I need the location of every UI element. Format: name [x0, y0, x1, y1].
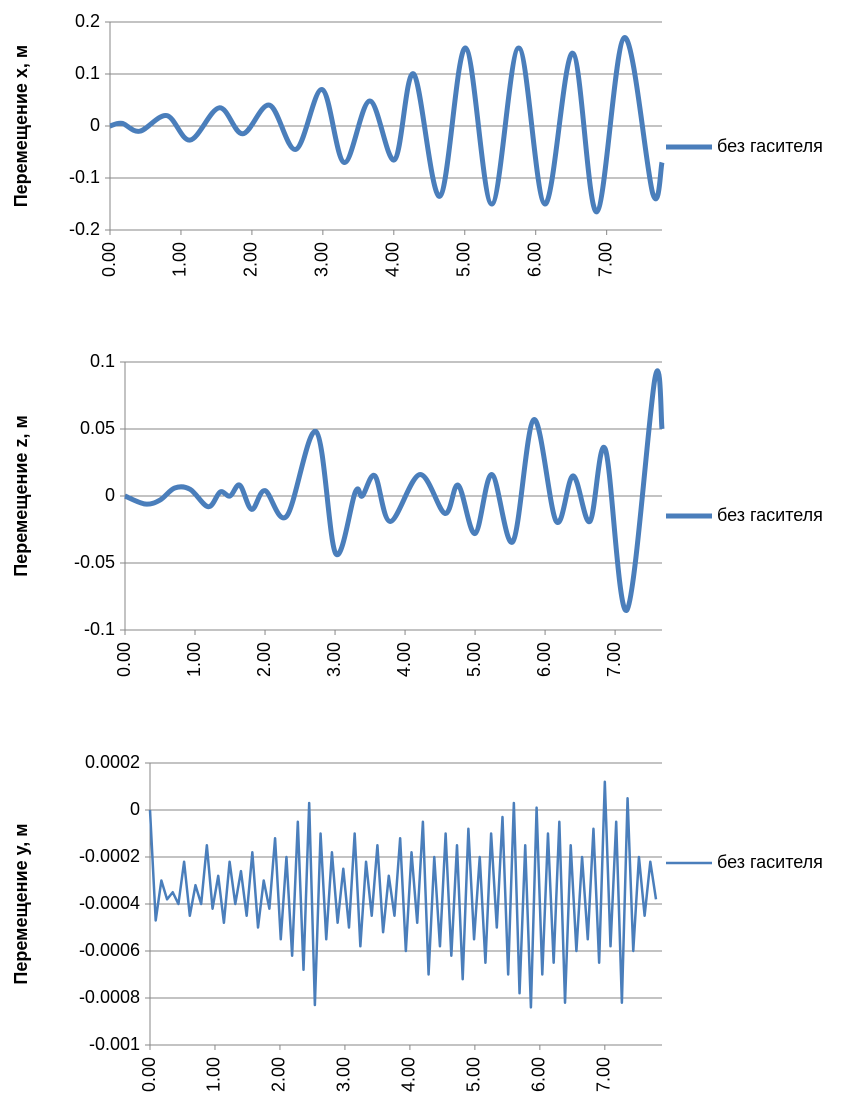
y-tick-label: 0.1 [90, 351, 115, 371]
x-tick-label: 7.00 [594, 1057, 614, 1092]
x-tick-label: 7.00 [595, 242, 615, 277]
x-tick-label: 5.00 [464, 1057, 484, 1092]
x-tick-label: 1.00 [204, 1057, 224, 1092]
y-axis-title: Перемещение y, м [11, 823, 31, 984]
chart: 0.1 0.05 0 -0.05 -0.1 0.00 1.00 2.00 3.00 4.00 5.0… [11, 351, 823, 677]
chart: 0.0002 0 -0.0002 -0.0004 -0.0006 -0.0008 -0.00… [11, 752, 823, 1092]
y-tick-label: -0.0006 [79, 940, 140, 960]
y-tick-label: -0.1 [69, 167, 100, 187]
x-tick-label: 4.00 [399, 1057, 419, 1092]
x-tick-label: 6.00 [524, 242, 544, 277]
y-tick-label: -0.0002 [79, 846, 140, 866]
x-tick-label: 6.00 [534, 642, 554, 677]
x-tick-label: 4.00 [394, 642, 414, 677]
y-tick-label: -0.0008 [79, 987, 140, 1007]
x-tick-label: 1.00 [184, 642, 204, 677]
y-tick-label: -0.1 [84, 619, 115, 639]
data-line [148, 780, 658, 1009]
x-tick-label: 6.00 [529, 1057, 549, 1092]
data-line [109, 35, 665, 215]
x-tick-label: 1.00 [170, 242, 190, 277]
x-tick-label: 2.00 [269, 1057, 289, 1092]
y-tick-label: 0.0002 [85, 752, 140, 772]
x-tick-label: 0.00 [139, 1057, 159, 1092]
y-axis-title: Перемещение x, м [11, 45, 31, 208]
y-tick-label: 0.1 [75, 63, 100, 83]
legend-label: без гасителя [717, 136, 823, 156]
x-tick-label: 5.00 [454, 242, 474, 277]
y-tick-label: -0.0004 [79, 893, 140, 913]
y-tick-label: 0.05 [80, 418, 115, 438]
legend-label: без гасителя [717, 852, 823, 872]
x-tick-label: 7.00 [604, 642, 624, 677]
x-tick-label: 2.00 [254, 642, 274, 677]
x-tick-label: 0.00 [114, 642, 134, 677]
x-tick-label: 3.00 [312, 242, 332, 277]
y-tick-label: -0.05 [74, 552, 115, 572]
y-axis-title: Перемещение z, м [11, 415, 31, 577]
y-tick-label: 0 [105, 485, 115, 505]
x-tick-label: 5.00 [464, 642, 484, 677]
x-tick-label: 4.00 [383, 242, 403, 277]
x-tick-label: 3.00 [334, 1057, 354, 1092]
y-tick-label: -0.001 [89, 1034, 140, 1054]
x-tick-label: 2.00 [241, 242, 261, 277]
x-tick-label: 3.00 [324, 642, 344, 677]
chart: 0.2 0.1 0 -0.1 -0.2 0.00 1.00 2.00 3.00 4.00 5.00 6… [11, 11, 823, 277]
y-tick-label: 0 [130, 799, 140, 819]
data-line [124, 368, 665, 613]
legend-label: без гасителя [717, 505, 823, 525]
y-tick-label: 0 [90, 115, 100, 135]
y-tick-label: -0.2 [69, 219, 100, 239]
y-tick-label: 0.2 [75, 11, 100, 31]
x-tick-label: 0.00 [99, 242, 119, 277]
